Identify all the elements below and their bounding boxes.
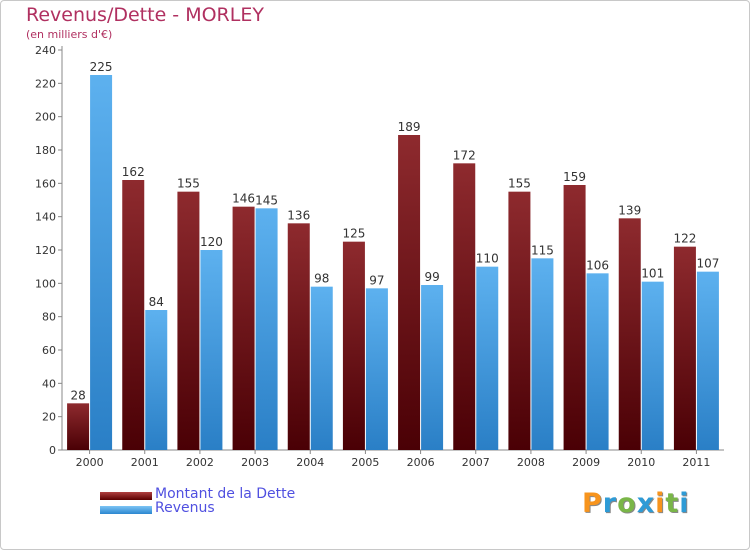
data-label-revenus: 106 — [586, 258, 609, 272]
x-tick-label: 2007 — [462, 456, 490, 469]
x-tick-label: 2009 — [572, 456, 600, 469]
data-label-revenus: 115 — [531, 243, 554, 257]
logo-letter: P — [582, 488, 603, 519]
bar-dette — [453, 163, 476, 451]
chart-title: Revenus/Dette - MORLEY — [26, 4, 264, 26]
data-label-revenus: 145 — [255, 193, 278, 207]
bar-dette — [508, 191, 531, 450]
data-label-dette: 162 — [122, 165, 145, 179]
y-tick-label: 40 — [42, 377, 56, 390]
x-tick-label: 2006 — [407, 456, 435, 469]
bar-revenus — [200, 250, 223, 450]
legend-label-revenus: Revenus — [155, 500, 215, 516]
data-label-revenus: 97 — [369, 273, 384, 287]
logo-letter: o — [617, 488, 637, 519]
data-label-revenus: 99 — [424, 270, 439, 284]
legend-swatch-dette — [100, 492, 152, 500]
data-label-dette: 28 — [70, 388, 85, 402]
bar-dette — [563, 185, 586, 450]
y-tick-label: 220 — [35, 77, 56, 90]
logo-letter: x — [636, 488, 656, 519]
bar-revenus — [310, 286, 333, 450]
x-tick-label: 2003 — [241, 456, 269, 469]
bar-dette — [342, 241, 365, 450]
y-tick-label: 60 — [42, 344, 56, 357]
x-tick-label: 2001 — [131, 456, 159, 469]
x-tick-label: 2008 — [517, 456, 545, 469]
data-label-dette: 155 — [508, 177, 531, 191]
data-label-revenus: 84 — [149, 295, 164, 309]
x-tick-label: 2002 — [186, 456, 214, 469]
y-tick-label: 160 — [35, 177, 56, 190]
bar-dette — [673, 246, 696, 450]
y-tick-label: 240 — [35, 44, 56, 57]
proxiti-logo: Proxiti — [582, 488, 690, 519]
bar-revenus — [531, 258, 554, 450]
bar-revenus — [641, 281, 664, 450]
bar-dette — [67, 403, 90, 450]
x-tick-label: 2000 — [76, 456, 104, 469]
bar-revenus — [586, 273, 609, 450]
y-tick-label: 200 — [35, 111, 56, 124]
y-tick-label: 0 — [49, 444, 56, 457]
data-label-dette: 136 — [287, 208, 310, 222]
logo-letter: r — [602, 488, 618, 519]
data-label-dette: 155 — [177, 177, 200, 191]
bar-dette — [177, 191, 200, 450]
data-label-revenus: 110 — [476, 252, 499, 266]
bar-dette — [122, 180, 145, 450]
data-label-dette: 139 — [618, 203, 641, 217]
data-label-revenus: 107 — [696, 257, 719, 271]
data-label-dette: 189 — [398, 120, 421, 134]
y-tick-label: 100 — [35, 277, 56, 290]
data-label-dette: 122 — [673, 232, 696, 246]
bar-revenus — [255, 208, 278, 450]
data-label-revenus: 98 — [314, 272, 329, 286]
data-label-dette: 172 — [453, 148, 476, 162]
bar-revenus — [421, 285, 444, 450]
x-tick-label: 2004 — [296, 456, 324, 469]
data-label-dette: 125 — [342, 227, 365, 241]
x-tick-label: 2010 — [627, 456, 655, 469]
data-label-dette: 159 — [563, 170, 586, 184]
logo-letter: t — [665, 488, 680, 519]
y-tick-label: 180 — [35, 144, 56, 157]
y-tick-label: 140 — [35, 211, 56, 224]
y-tick-label: 20 — [42, 411, 56, 424]
data-label-revenus: 101 — [641, 267, 664, 281]
x-tick-label: 2005 — [351, 456, 379, 469]
legend-swatch-revenus — [100, 506, 152, 514]
x-tick-label: 2011 — [682, 456, 710, 469]
bar-revenus — [145, 310, 168, 450]
data-label-dette: 146 — [232, 192, 255, 206]
bar-dette — [398, 135, 421, 450]
bar-revenus — [696, 271, 719, 450]
bar-revenus — [476, 266, 499, 450]
bar-dette — [287, 223, 310, 450]
bar-dette — [232, 206, 255, 450]
bar-revenus — [365, 288, 388, 450]
y-tick-label: 80 — [42, 311, 56, 324]
data-label-revenus: 225 — [90, 60, 113, 74]
bar-revenus — [90, 75, 113, 450]
legend-label-dette: Montant de la Dette — [155, 486, 296, 502]
logo-letter: i — [655, 488, 666, 519]
data-label-revenus: 120 — [200, 235, 223, 249]
logo-letter: i — [679, 488, 690, 519]
bar-dette — [618, 218, 641, 450]
y-tick-label: 120 — [35, 244, 56, 257]
chart-subtitle: (en milliers d'€) — [26, 28, 113, 41]
